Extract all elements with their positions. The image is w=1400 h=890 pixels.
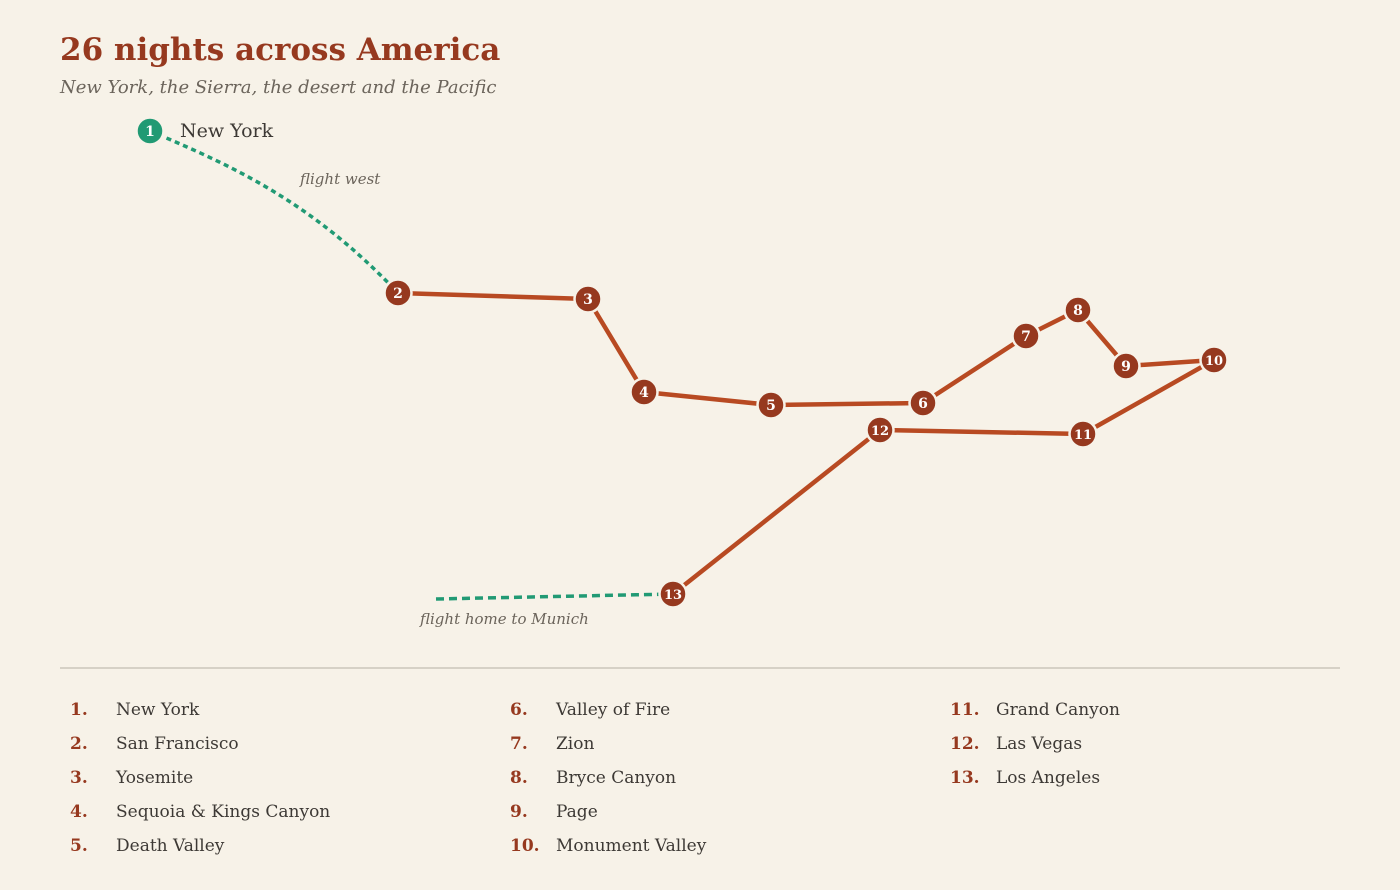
stop-marker-8: 8 bbox=[1063, 295, 1093, 325]
legend-number: 3. bbox=[70, 768, 88, 788]
stop-marker-9: 9 bbox=[1111, 351, 1141, 381]
legend-divider bbox=[60, 667, 1340, 669]
legend-stop-name: Sequoia & Kings Canyon bbox=[116, 802, 331, 822]
page-subtitle: New York, the Sierra, the desert and the… bbox=[60, 77, 497, 98]
svg-text:5: 5 bbox=[766, 398, 776, 414]
legend-number: 4. bbox=[70, 802, 88, 822]
flight-west-label: flight west bbox=[299, 170, 381, 188]
leg-6-7 bbox=[920, 333, 1029, 406]
legend-number: 7. bbox=[510, 734, 528, 754]
legend-stop-name: Page bbox=[556, 802, 598, 822]
svg-text:13: 13 bbox=[664, 588, 682, 603]
svg-text:1: 1 bbox=[145, 124, 155, 140]
legend-number: 6. bbox=[510, 700, 528, 720]
svg-text:7: 7 bbox=[1021, 329, 1031, 345]
stop-marker-1: 1 bbox=[135, 116, 165, 146]
stop-marker-3: 3 bbox=[573, 284, 603, 314]
leg-2-3 bbox=[395, 290, 591, 302]
legend-stop-name: Yosemite bbox=[116, 768, 194, 788]
stop-marker-11: 11 bbox=[1068, 419, 1098, 449]
legend-stop-name: New York bbox=[116, 700, 200, 720]
legend-number: 10. bbox=[510, 836, 540, 856]
stop-marker-5: 5 bbox=[756, 390, 786, 420]
stop-marker-2: 2 bbox=[383, 278, 413, 308]
legend-number: 12. bbox=[950, 734, 980, 754]
svg-text:12: 12 bbox=[871, 424, 889, 439]
svg-text:4: 4 bbox=[639, 385, 649, 401]
flight-home-path bbox=[435, 592, 674, 601]
stop-marker-7: 7 bbox=[1011, 321, 1041, 351]
legend-number: 1. bbox=[70, 700, 88, 720]
legend-stop-name: Los Angeles bbox=[996, 768, 1101, 788]
legend-number: 9. bbox=[510, 802, 528, 822]
page-title: 26 nights across America bbox=[60, 32, 501, 68]
legend-stop-name: Las Vegas bbox=[996, 734, 1083, 754]
legend-number: 2. bbox=[70, 734, 88, 754]
leg-4-5 bbox=[641, 389, 774, 408]
legend-stop-name: Monument Valley bbox=[556, 836, 707, 856]
flight-home-label: flight home to Munich bbox=[419, 610, 589, 628]
stop-marker-6: 6 bbox=[908, 388, 938, 418]
legend-number: 11. bbox=[950, 700, 980, 720]
legend-number: 13. bbox=[950, 768, 980, 788]
leg-5-6 bbox=[768, 400, 926, 408]
svg-text:10: 10 bbox=[1205, 354, 1223, 369]
svg-text:11: 11 bbox=[1074, 428, 1092, 443]
leg-11-12 bbox=[877, 427, 1086, 437]
stop-marker-10: 10 bbox=[1199, 345, 1229, 375]
legend-number: 8. bbox=[510, 768, 528, 788]
svg-text:2: 2 bbox=[393, 286, 403, 302]
svg-text:9: 9 bbox=[1121, 359, 1131, 375]
legend-stop-name: Death Valley bbox=[116, 836, 225, 856]
legend-stop-name: Bryce Canyon bbox=[556, 768, 677, 788]
leg-10-11 bbox=[1080, 357, 1217, 437]
stop-marker-4: 4 bbox=[629, 377, 659, 407]
svg-text:3: 3 bbox=[583, 292, 593, 308]
legend-stop-name: Valley of Fire bbox=[556, 700, 671, 720]
leg-3-4 bbox=[585, 296, 647, 395]
route-map: 1 New York flight west flight home to Mu… bbox=[135, 116, 1229, 628]
legend-stop-name: Zion bbox=[556, 734, 595, 754]
svg-text:6: 6 bbox=[918, 396, 928, 412]
legend-stop-name: Grand Canyon bbox=[996, 700, 1120, 720]
legend-number: 5. bbox=[70, 836, 88, 856]
leg-12-13 bbox=[670, 427, 883, 597]
start-label: New York bbox=[180, 120, 274, 142]
stop-marker-13: 13 bbox=[658, 579, 688, 609]
stop-marker-12: 12 bbox=[865, 415, 895, 445]
legend-stop-name: San Francisco bbox=[116, 734, 239, 754]
flight-west-path bbox=[149, 129, 400, 295]
svg-text:8: 8 bbox=[1073, 303, 1083, 319]
